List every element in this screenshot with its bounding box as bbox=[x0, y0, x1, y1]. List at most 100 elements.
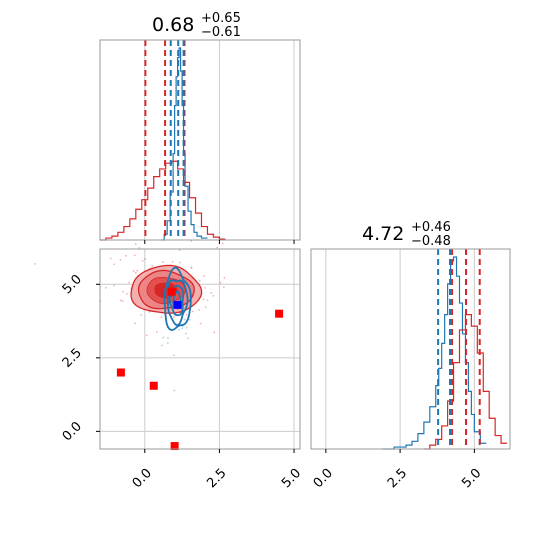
sample-point-red bbox=[202, 298, 205, 301]
sample-point-blue bbox=[183, 318, 186, 321]
panel-frame bbox=[310, 248, 511, 450]
sample-point-red bbox=[198, 309, 200, 311]
sample-point-red bbox=[219, 281, 222, 284]
title-param2-minus: −0.48 bbox=[411, 234, 451, 249]
sample-point-red bbox=[125, 254, 127, 257]
sample-point-red bbox=[191, 310, 194, 313]
sample-point-red bbox=[136, 269, 139, 272]
y-tick-label: 2.5 bbox=[60, 346, 85, 371]
contour-blue-level-3 bbox=[168, 284, 185, 316]
histogram-panel-param1 bbox=[99, 39, 301, 244]
title-param1-value: 0.68 bbox=[152, 14, 194, 36]
sample-point-red bbox=[132, 270, 135, 272]
sample-point-red bbox=[113, 263, 116, 266]
sample-point-red bbox=[134, 322, 136, 325]
sample-point-blue bbox=[185, 326, 188, 329]
sample-point-blue bbox=[166, 342, 169, 344]
sample-point-red bbox=[162, 261, 164, 264]
sample-point-red bbox=[216, 246, 219, 249]
sample-point-red bbox=[119, 299, 122, 302]
sample-point-blue bbox=[181, 327, 184, 330]
y-tick-label: 0.0 bbox=[60, 419, 85, 444]
sample-point-red bbox=[151, 265, 154, 267]
contour-blue-level-1 bbox=[163, 266, 192, 332]
sample-point-blue bbox=[172, 354, 175, 357]
sample-point-red bbox=[223, 276, 226, 279]
sample-point-blue bbox=[167, 337, 169, 339]
sample-point-red bbox=[185, 313, 188, 316]
sample-point-red bbox=[119, 258, 122, 261]
hist-series-blue bbox=[382, 256, 487, 450]
title-param2-plus: +0.46 bbox=[411, 220, 451, 235]
sample-point-red bbox=[212, 294, 215, 297]
panel-frame bbox=[99, 39, 301, 241]
sample-point-red bbox=[125, 292, 128, 295]
sample-point-red bbox=[221, 242, 224, 245]
sample-point-blue bbox=[162, 336, 165, 339]
title-param1-minus: −0.61 bbox=[201, 25, 241, 40]
sample-point-red bbox=[203, 275, 205, 278]
sample-point-red bbox=[173, 315, 175, 318]
sample-point-red bbox=[204, 306, 207, 308]
marker-red bbox=[116, 368, 125, 377]
sample-point-red bbox=[222, 286, 225, 289]
sample-point-blue bbox=[161, 344, 163, 347]
sample-point-red bbox=[178, 249, 181, 252]
sample-point-red bbox=[133, 254, 136, 257]
sample-point-red bbox=[109, 257, 112, 260]
marker-blue bbox=[173, 300, 182, 309]
sample-point-red bbox=[134, 243, 137, 245]
x-tick-label: 0.0 bbox=[130, 466, 155, 491]
sample-point-red bbox=[134, 272, 137, 274]
x-tick-label: 5.0 bbox=[459, 466, 484, 491]
title-param2-value: 4.72 bbox=[362, 223, 404, 245]
sample-point-red bbox=[190, 266, 193, 269]
title-param2: 4.72 +0.46 −0.48 bbox=[362, 220, 451, 249]
marker-red bbox=[167, 287, 176, 296]
histogram-panel-param2: 0.0 2.5 5.0 bbox=[310, 248, 511, 491]
x-tick-label: 2.5 bbox=[385, 466, 410, 491]
sample-point-red bbox=[113, 284, 115, 287]
marker-red bbox=[149, 381, 158, 390]
sample-point-red bbox=[160, 316, 163, 319]
title-param1-plus: +0.65 bbox=[201, 11, 241, 26]
sample-point-blue bbox=[206, 299, 209, 302]
x-tick-label: 5.0 bbox=[279, 466, 304, 491]
sample-point-blue bbox=[190, 240, 193, 242]
y-tick-label: 5.0 bbox=[60, 272, 85, 297]
sample-point-red bbox=[198, 279, 201, 282]
sample-point-red bbox=[204, 287, 206, 289]
contour-panel: 0.0 2.5 5.0 0.0 2.5 5.0 bbox=[34, 240, 304, 491]
sample-point-red bbox=[122, 290, 124, 293]
sample-point-red bbox=[155, 330, 158, 333]
sample-point-red bbox=[138, 246, 141, 249]
sample-point-red bbox=[199, 322, 202, 325]
sample-point-red bbox=[34, 263, 37, 265]
sample-point-red bbox=[104, 286, 107, 289]
sample-point-red bbox=[210, 291, 213, 294]
sample-point-red bbox=[140, 314, 143, 317]
sample-point-red bbox=[144, 258, 147, 261]
sample-point-blue bbox=[173, 389, 176, 392]
hist-series-red bbox=[100, 160, 226, 241]
sample-point-blue bbox=[188, 318, 191, 321]
title-param1: 0.68 +0.65 −0.61 bbox=[152, 11, 241, 40]
sample-point-red bbox=[128, 281, 130, 284]
marker-red bbox=[170, 442, 179, 451]
sample-point-red bbox=[179, 261, 181, 264]
sample-point-red bbox=[171, 260, 174, 263]
sample-point-red bbox=[145, 334, 148, 337]
marker-red bbox=[275, 309, 284, 318]
sample-point-red bbox=[141, 259, 144, 262]
sample-point-red bbox=[121, 300, 124, 302]
sample-point-red bbox=[190, 267, 193, 270]
hist-series-blue bbox=[161, 47, 208, 241]
x-tick-label: 2.5 bbox=[204, 466, 229, 491]
sample-point-red bbox=[213, 331, 216, 334]
sample-point-blue bbox=[178, 328, 180, 331]
x-tick-label: 0.0 bbox=[311, 466, 336, 491]
sample-point-blue bbox=[187, 337, 190, 340]
sample-point-blue bbox=[185, 332, 187, 335]
contour-blue-level-2 bbox=[166, 279, 189, 327]
